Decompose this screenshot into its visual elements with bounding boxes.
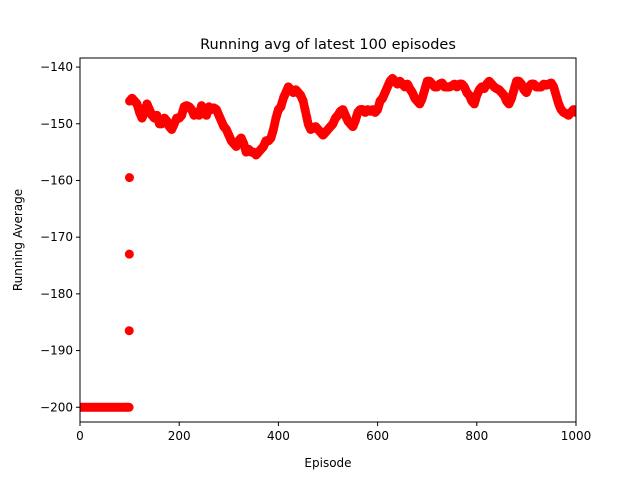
y-tick-label: −160: [40, 173, 73, 187]
x-tick-label: 600: [366, 429, 389, 443]
x-tick-label: 800: [465, 429, 488, 443]
y-axis-ticks: −200 −190 −180 −170 −160 −150 −140: [40, 60, 80, 414]
x-axis-label: Episode: [304, 456, 351, 470]
data-point: [124, 326, 134, 336]
x-axis-ticks: 0 200 400 600 800 1000: [76, 422, 591, 443]
data-points: [80, 73, 576, 412]
x-tick-label: 400: [267, 429, 290, 443]
plot-frame: [79, 57, 577, 423]
y-tick-label: −150: [40, 117, 73, 131]
x-tick-label: 1000: [561, 429, 592, 443]
y-tick-label: −140: [40, 60, 73, 74]
y-tick-label: −190: [40, 344, 73, 358]
y-tick-label: −170: [40, 230, 73, 244]
y-tick-label: −200: [40, 400, 73, 414]
data-point: [124, 173, 134, 183]
chart-title: Running avg of latest 100 episodes: [200, 37, 456, 53]
x-tick-label: 200: [168, 429, 191, 443]
data-point: [124, 402, 134, 412]
x-tick-label: 0: [76, 429, 84, 443]
y-tick-label: −180: [40, 287, 73, 301]
y-axis-label: Running Average: [11, 189, 25, 291]
data-point: [571, 107, 576, 117]
data-point: [124, 249, 134, 259]
